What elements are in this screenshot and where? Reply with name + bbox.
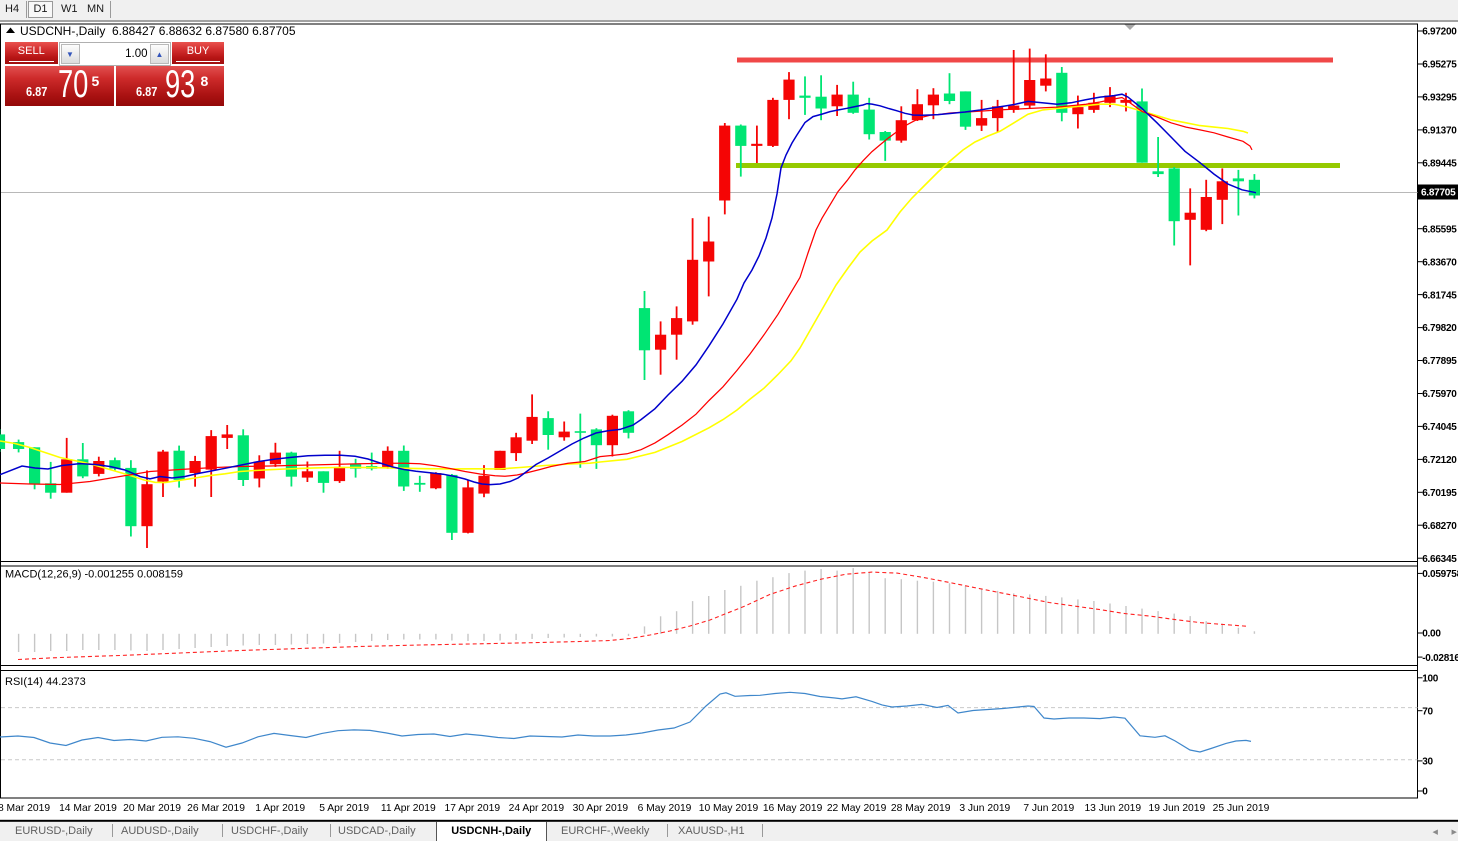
svg-text:19 Jun 2019: 19 Jun 2019: [1149, 803, 1206, 814]
svg-text:8 Mar 2019: 8 Mar 2019: [0, 803, 50, 814]
svg-text:6.91370: 6.91370: [1422, 126, 1457, 137]
svg-text:6.81745: 6.81745: [1422, 290, 1457, 301]
svg-text:6.77895: 6.77895: [1422, 356, 1457, 367]
svg-text:RSI(14) 44.2373: RSI(14) 44.2373: [5, 676, 86, 688]
svg-text:22 May 2019: 22 May 2019: [827, 803, 887, 814]
svg-text:25 Jun 2019: 25 Jun 2019: [1213, 803, 1270, 814]
svg-text:10 May 2019: 10 May 2019: [699, 803, 759, 814]
svg-text:6.95275: 6.95275: [1422, 60, 1457, 71]
svg-text:14 Mar 2019: 14 Mar 2019: [59, 803, 117, 814]
svg-text:1 Apr 2019: 1 Apr 2019: [255, 803, 305, 814]
svg-text:11 Apr 2019: 11 Apr 2019: [381, 803, 436, 814]
svg-text:30 Apr 2019: 30 Apr 2019: [573, 803, 629, 814]
svg-text:6.83670: 6.83670: [1422, 257, 1457, 268]
svg-text:6 May 2019: 6 May 2019: [638, 803, 692, 814]
svg-text:6.97200: 6.97200: [1422, 27, 1457, 38]
svg-text:26 Mar 2019: 26 Mar 2019: [187, 803, 245, 814]
svg-text:6.89445: 6.89445: [1422, 159, 1457, 170]
svg-text:17 Apr 2019: 17 Apr 2019: [445, 803, 501, 814]
svg-text:6.79820: 6.79820: [1422, 323, 1457, 334]
svg-text:MACD(12,26,9) -0.001255 0.0081: MACD(12,26,9) -0.001255 0.008159: [5, 569, 183, 581]
svg-text:-0.02816: -0.02816: [1422, 653, 1458, 664]
svg-text:USDCNH-,Daily 6.88427 6.88632: USDCNH-,Daily 6.88427 6.88632 6.87580 6.…: [20, 24, 296, 38]
svg-text:6.70195: 6.70195: [1422, 488, 1457, 499]
svg-text:6.74045: 6.74045: [1422, 422, 1457, 433]
svg-text:0.00: 0.00: [1422, 629, 1441, 640]
svg-text:20 Mar 2019: 20 Mar 2019: [123, 803, 181, 814]
svg-text:6.93295: 6.93295: [1422, 93, 1457, 104]
svg-text:6.66345: 6.66345: [1422, 554, 1457, 565]
svg-text:24 Apr 2019: 24 Apr 2019: [509, 803, 565, 814]
svg-text:6.72120: 6.72120: [1422, 455, 1457, 466]
svg-text:7 Jun 2019: 7 Jun 2019: [1023, 803, 1074, 814]
svg-text:100: 100: [1422, 674, 1439, 685]
svg-text:70: 70: [1422, 706, 1433, 717]
svg-text:6.85595: 6.85595: [1422, 224, 1457, 235]
svg-text:0: 0: [1422, 787, 1428, 798]
svg-text:3 Jun 2019: 3 Jun 2019: [959, 803, 1010, 814]
svg-text:0.059758: 0.059758: [1422, 569, 1458, 580]
svg-text:6.87705: 6.87705: [1421, 188, 1456, 199]
svg-text:6.68270: 6.68270: [1422, 521, 1457, 532]
svg-text:13 Jun 2019: 13 Jun 2019: [1084, 803, 1141, 814]
svg-text:28 May 2019: 28 May 2019: [891, 803, 951, 814]
svg-text:16 May 2019: 16 May 2019: [763, 803, 823, 814]
svg-text:30: 30: [1422, 757, 1433, 768]
svg-text:6.75970: 6.75970: [1422, 389, 1457, 400]
svg-text:5 Apr 2019: 5 Apr 2019: [319, 803, 369, 814]
